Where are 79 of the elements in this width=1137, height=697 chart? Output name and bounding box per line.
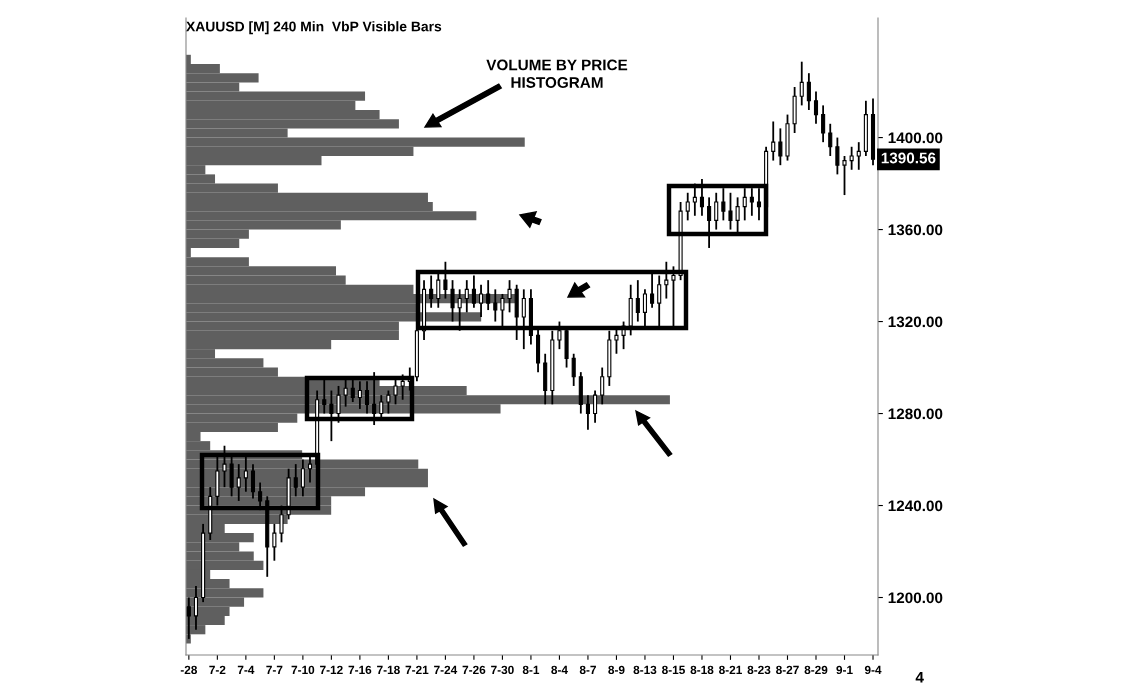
y-tick-label: 1280.00 <box>888 408 943 420</box>
candlestick <box>721 187 726 222</box>
x-tick-label: -28 <box>180 665 198 675</box>
candlestick <box>771 120 776 162</box>
x-tick-label: 8-1 <box>522 665 540 675</box>
x-tick-label: 8-4 <box>551 665 568 675</box>
candlestick <box>849 145 854 171</box>
candlestick <box>500 293 505 328</box>
candlestick <box>742 187 747 222</box>
candlestick <box>635 279 640 323</box>
x-tick-label: 7-12 <box>320 665 343 674</box>
candlestick <box>714 191 719 231</box>
y-tick-label: 1240.00 <box>888 500 943 512</box>
candlestick <box>429 274 434 309</box>
candlestick <box>478 283 484 318</box>
x-tick-label: 8-7 <box>579 665 596 675</box>
x-tick-label: 7-16 <box>348 665 372 675</box>
y-tick-label: 1320.00 <box>888 316 943 328</box>
candlestick <box>493 288 498 323</box>
candlestick <box>685 191 690 222</box>
x-tick-label: 9-4 <box>864 665 882 675</box>
candlestick <box>821 104 826 144</box>
x-tick-label: 8-29 <box>804 665 828 675</box>
candlestick <box>464 279 469 314</box>
candlestick <box>813 90 819 125</box>
candlestick <box>364 380 370 415</box>
text: 4 <box>915 672 924 683</box>
x-tick-label: 8-21 <box>719 665 742 675</box>
candlestick <box>250 463 256 500</box>
candlestick <box>600 366 605 406</box>
candlestick <box>300 458 305 498</box>
x-tick-label: 7-4 <box>237 665 255 674</box>
candlestick <box>806 72 811 111</box>
candlestick <box>756 187 762 222</box>
candlestick <box>293 463 298 498</box>
candlestick <box>585 394 590 431</box>
x-tick-label: 8-23 <box>747 665 771 675</box>
candlestick <box>749 187 754 217</box>
candlestick <box>835 136 840 176</box>
x-tick-label: 8-15 <box>662 665 685 675</box>
chart-title: XAUUSD [M] 240 Min VbP Visible Bars <box>186 21 442 35</box>
x-tick-label: 7-7 <box>266 665 283 674</box>
x-tick-label: 7-26 <box>462 665 486 675</box>
y-tick-label: 1360.00 <box>888 224 943 236</box>
text: 1390.56 <box>881 152 936 164</box>
candlestick <box>856 141 861 171</box>
candlestick <box>571 352 576 387</box>
x-tick-label: 8-27 <box>776 665 799 675</box>
x-tick-label: 8-18 <box>690 665 714 675</box>
candlestick <box>236 463 241 502</box>
candlestick <box>193 585 199 631</box>
x-tick-label: 7-10 <box>291 665 315 675</box>
candlestick <box>642 288 648 328</box>
candlestick <box>486 279 491 311</box>
x-tick-label: 7-2 <box>209 665 226 674</box>
candlestick <box>593 389 598 424</box>
x-tick-label: 8-13 <box>633 665 657 675</box>
x-tick-label: 7-30 <box>491 665 514 675</box>
y-tick-label: 1400.00 <box>888 132 943 144</box>
candlestick <box>450 279 455 323</box>
candlestick <box>386 389 391 415</box>
x-tick-label: 7-21 <box>405 665 429 674</box>
candlestick <box>357 380 362 410</box>
y-tick-label: 1200.00 <box>888 592 943 604</box>
x-tick-label: 7-18 <box>377 665 400 675</box>
candlestick <box>842 155 847 196</box>
candlestick <box>778 127 783 167</box>
candlestick <box>828 122 833 157</box>
candlestick <box>507 279 512 314</box>
candlestick <box>343 378 348 408</box>
candlestick <box>799 60 804 107</box>
candlestick <box>272 523 277 562</box>
candlestick <box>657 274 662 328</box>
x-tick-label: 8-9 <box>608 665 625 675</box>
annotation: VOLUME BY PRICE HISTOGRAM <box>486 59 628 88</box>
x-tick-label: 7-24 <box>434 665 458 674</box>
candlestick <box>728 191 733 231</box>
candlestick <box>471 274 476 309</box>
x-tick-label: 9-1 <box>836 665 853 675</box>
